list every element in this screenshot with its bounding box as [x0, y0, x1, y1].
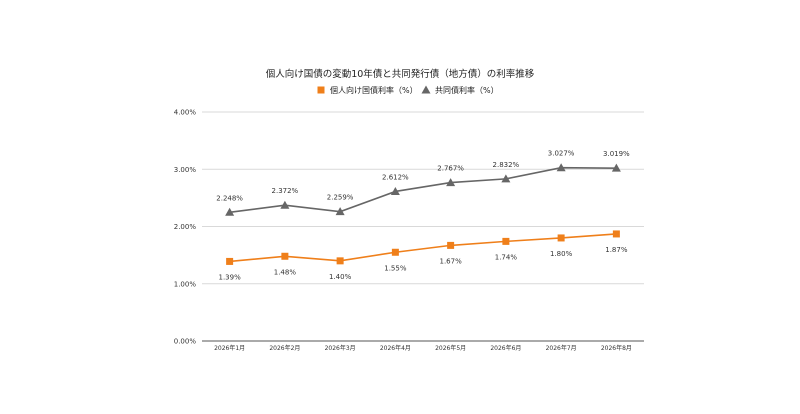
- data-label: 3.027%: [548, 150, 575, 158]
- data-label: 1.67%: [440, 257, 463, 265]
- data-point: [281, 252, 289, 260]
- legend: 個人向け国債利率（%） 共同債利率（%）: [317, 85, 499, 95]
- y-tick-label: 1.00%: [174, 280, 197, 288]
- data-point: [502, 237, 510, 245]
- data-point: [390, 186, 400, 195]
- data-point: [225, 207, 235, 216]
- data-point: [280, 200, 290, 209]
- series-line: [229, 233, 617, 263]
- data-point: [501, 174, 511, 183]
- data-label: 1.87%: [605, 246, 628, 254]
- data-label: 1.48%: [274, 268, 297, 276]
- y-tick-label: 0.00%: [174, 338, 197, 346]
- legend-label: 共同債利率（%）: [435, 85, 499, 95]
- y-tick-label: 2.00%: [174, 223, 197, 231]
- data-label: 3.019%: [603, 150, 630, 158]
- data-point: [447, 241, 455, 249]
- gridlines: [202, 111, 644, 342]
- data-point: [446, 178, 456, 187]
- x-tick-label: 2026年6月: [490, 344, 521, 352]
- data-label: 2.767%: [437, 165, 464, 173]
- data-point: [612, 230, 620, 238]
- legend-marker-square: [317, 86, 325, 94]
- series-line: [229, 166, 617, 214]
- data-label: 1.55%: [384, 264, 407, 272]
- x-tick-label: 2026年5月: [435, 344, 466, 352]
- y-axis-ticks: 0.00% 1.00% 2.00% 3.00% 4.00%: [174, 109, 197, 346]
- x-tick-label: 2026年1月: [214, 344, 245, 352]
- data-point: [336, 257, 344, 265]
- data-label: 1.40%: [329, 273, 352, 281]
- x-tick-label: 2026年7月: [546, 344, 577, 352]
- data-point: [611, 163, 621, 172]
- x-tick-label: 2026年3月: [325, 344, 356, 352]
- data-label: 2.372%: [272, 187, 299, 195]
- y-tick-label: 4.00%: [174, 109, 197, 117]
- data-point: [335, 207, 345, 216]
- series-1: 2.248% 2.372% 2.259% 2.612% 2.767% 2.832% 3.02…: [216, 150, 630, 216]
- data-label: 2.832%: [493, 161, 520, 169]
- data-point: [557, 234, 565, 242]
- legend-marker-triangle: [421, 85, 431, 94]
- legend-label: 個人向け国債利率（%）: [330, 85, 418, 95]
- x-axis-ticks: 2026年1月 2026年2月 2026年3月 2026年4月 2026年5月 2026年…: [214, 344, 632, 352]
- data-label: 2.248%: [216, 194, 243, 202]
- x-tick-label: 2026年4月: [380, 344, 411, 352]
- series-layer: 1.39% 1.48% 1.40% 1.55% 1.67% 1.74% 1.80% 1.87%…: [216, 150, 630, 282]
- data-label: 1.80%: [550, 250, 573, 258]
- chart-title: 個人向け国債の変動10年債と共同発行債（地方債）の利率推移: [266, 68, 535, 80]
- data-label: 2.259%: [327, 194, 354, 202]
- y-tick-label: 3.00%: [174, 166, 197, 174]
- data-point: [391, 248, 399, 256]
- data-label: 1.39%: [219, 273, 242, 281]
- data-label: 1.74%: [495, 253, 518, 261]
- x-tick-label: 2026年2月: [269, 344, 300, 352]
- data-label: 2.612%: [382, 173, 409, 181]
- series-0: 1.39% 1.48% 1.40% 1.55% 1.67% 1.74% 1.80% 1.87%: [219, 230, 628, 281]
- data-point: [226, 257, 234, 265]
- x-tick-label: 2026年8月: [601, 344, 632, 352]
- data-point: [556, 163, 566, 172]
